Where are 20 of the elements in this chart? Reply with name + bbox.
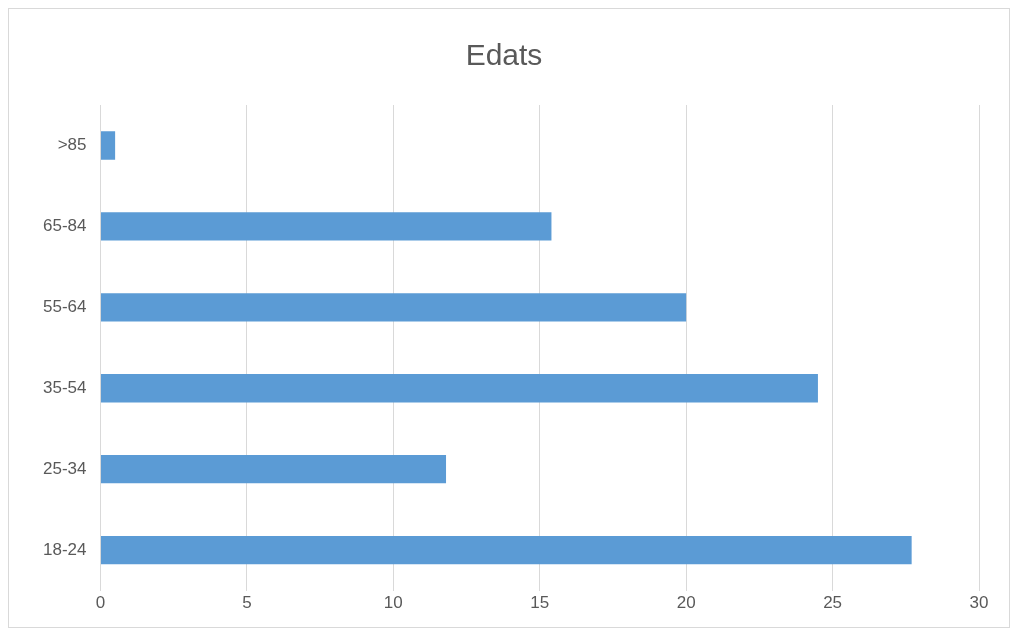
x-tick-label: 0 (95, 593, 106, 613)
chart-title: Edats (465, 38, 543, 72)
x-tick-label: 25 (823, 593, 843, 613)
y-tick-label: 35-54 (43, 377, 87, 397)
bar (100, 131, 116, 160)
y-tick-label: 18-24 (43, 539, 87, 559)
x-tick-label: 5 (242, 593, 252, 613)
y-tick-label: >85 (57, 135, 87, 155)
bar (100, 374, 818, 403)
bar (100, 212, 552, 241)
x-tick-label: 15 (530, 593, 550, 613)
x-tick-label: 30 (969, 593, 989, 613)
bar (100, 535, 912, 565)
x-tick-label: 20 (676, 593, 696, 613)
y-tick-label: 65-84 (43, 216, 87, 236)
bar (100, 293, 687, 322)
y-tick-label: 25-34 (43, 458, 87, 478)
bar (100, 455, 447, 484)
x-tick-label: 10 (383, 593, 403, 613)
y-tick-label: 55-64 (43, 297, 87, 317)
